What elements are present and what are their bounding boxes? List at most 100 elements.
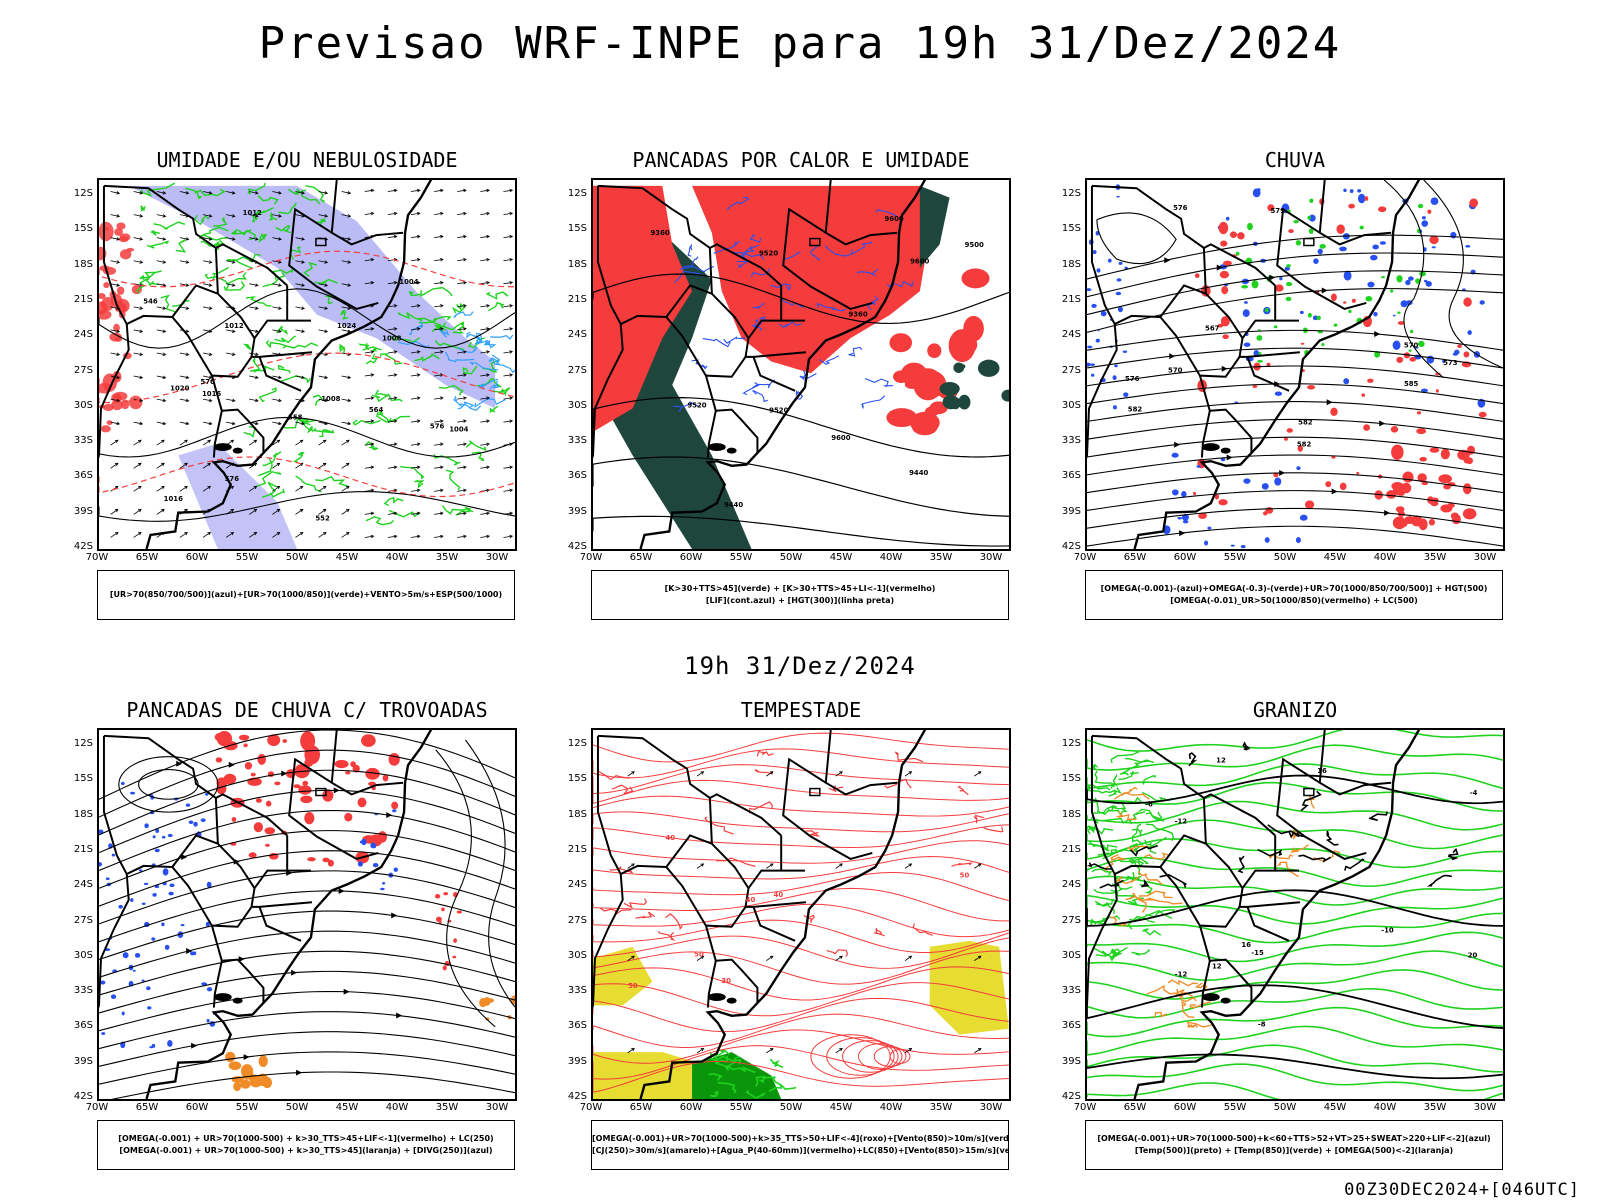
legend-line: [Temp(500)](preto) + [Temp(850)](verde) … bbox=[1086, 1145, 1502, 1157]
legend-line: [OMEGA(-0.001)-(azul)+OMEGA(-0.3)-(verde… bbox=[1086, 583, 1502, 595]
contour-label: 576 bbox=[1125, 375, 1140, 383]
contour-label: 567 bbox=[1205, 324, 1220, 332]
lat-tick-label: 39S bbox=[1053, 506, 1081, 517]
lon-tick-label: 70W bbox=[1070, 1102, 1100, 1113]
lat-tick-label: 39S bbox=[1053, 1056, 1081, 1067]
contour-label: 552 bbox=[315, 514, 330, 522]
lat-tick-label: 36S bbox=[65, 470, 93, 481]
lat-tick-label: 18S bbox=[65, 259, 93, 270]
contour-label: 1024 bbox=[337, 322, 356, 330]
lon-tick-label: 65W bbox=[626, 1102, 656, 1113]
lon-tick-label: 60W bbox=[676, 1102, 706, 1113]
lat-tick-label: 24S bbox=[559, 329, 587, 340]
lon-tick-label: 65W bbox=[626, 552, 656, 563]
map-panel-chuva: 582 582 582 579 576 576 573 570 570 567 585 bbox=[1085, 178, 1505, 551]
contour-label: 9440 bbox=[724, 501, 743, 509]
lon-tick-label: 45W bbox=[332, 552, 362, 563]
lon-tick-label: 55W bbox=[232, 1102, 262, 1113]
lat-tick-label: 27S bbox=[559, 915, 587, 926]
contour-label: 1008 bbox=[321, 395, 340, 403]
lat-tick-label: 12S bbox=[559, 738, 587, 749]
lat-tick-label: 36S bbox=[559, 1020, 587, 1031]
lat-tick-label: 33S bbox=[1053, 435, 1081, 446]
lon-tick-label: 55W bbox=[726, 552, 756, 563]
lat-tick-label: 15S bbox=[559, 773, 587, 784]
lat-tick-label: 36S bbox=[559, 470, 587, 481]
lat-tick-label: 33S bbox=[559, 985, 587, 996]
lat-tick-label: 24S bbox=[1053, 329, 1081, 340]
legend-line: [K>30+TTS>45](verde) + [K>30+TTS>45+LI<-… bbox=[592, 583, 1008, 595]
contour-label: 40 bbox=[774, 891, 784, 899]
map-panel-umidade: 1004 1008 1012 1016 1020 1024 1004 1008 1012 1016… bbox=[97, 178, 517, 551]
lat-tick-label: 21S bbox=[1053, 844, 1081, 855]
map-tempestade: 40 50 50 40 30 40 50 bbox=[593, 730, 1009, 1099]
map-pancadas-calor: 9600 9600 9600 9520 9520 9520 9440 9440 9360 9360… bbox=[593, 180, 1009, 549]
contour-label: 1012 bbox=[243, 209, 262, 217]
lon-tick-label: 35W bbox=[1420, 1102, 1450, 1113]
lon-tick-label: 60W bbox=[1170, 552, 1200, 563]
lat-tick-label: 12S bbox=[1053, 738, 1081, 749]
lon-tick-label: 35W bbox=[432, 552, 462, 563]
lon-tick-label: 50W bbox=[282, 1102, 312, 1113]
lon-tick-label: 70W bbox=[82, 552, 112, 563]
lat-tick-label: 33S bbox=[559, 435, 587, 446]
contour-label: 9520 bbox=[769, 407, 788, 415]
contour-label: 20 bbox=[1468, 952, 1478, 960]
lat-tick-label: 15S bbox=[65, 223, 93, 234]
lon-tick-label: 55W bbox=[1220, 552, 1250, 563]
lon-tick-label: 65W bbox=[1120, 552, 1150, 563]
contour-label: 573 bbox=[1443, 359, 1458, 367]
lon-tick-label: 70W bbox=[576, 552, 606, 563]
contour-label: 9360 bbox=[650, 229, 669, 237]
contour-label: 576 bbox=[1173, 204, 1188, 212]
legend-line: [OMEGA(-0.001)+UR>70(1000-500)+k<60+TTS>… bbox=[1086, 1133, 1502, 1145]
lon-tick-label: 30W bbox=[1470, 1102, 1500, 1113]
legend-umidade: [UR>70(850/700/500)](azul)+[UR>70(1000/8… bbox=[97, 570, 515, 620]
contour-label: -4 bbox=[1470, 789, 1478, 797]
lat-tick-label: 36S bbox=[65, 1020, 93, 1031]
contour-label: 9520 bbox=[687, 401, 706, 409]
lat-tick-label: 39S bbox=[65, 1056, 93, 1067]
contour-label: 1004 bbox=[399, 278, 418, 286]
panel-title-pancadas-calor: PANCADAS POR CALOR E UMIDADE bbox=[591, 148, 1011, 172]
lat-tick-label: 27S bbox=[559, 365, 587, 376]
lat-tick-label: 39S bbox=[559, 506, 587, 517]
lat-tick-label: 42S bbox=[1053, 541, 1081, 552]
lat-tick-label: 12S bbox=[65, 188, 93, 199]
contour-label: 570 bbox=[201, 378, 216, 386]
lat-tick-label: 27S bbox=[1053, 365, 1081, 376]
lat-tick-label: 33S bbox=[65, 435, 93, 446]
legend-tempestade: [OMEGA(-0.001)+UR>70(1000-500)+k>35_TTS>… bbox=[591, 1120, 1009, 1170]
map-panel-granizo: -6 -8 -4 -12 -10 12 16 12 16 20 -15 -12 bbox=[1085, 728, 1505, 1101]
contour-label: 30 bbox=[721, 977, 731, 985]
contour-label: 9440 bbox=[909, 469, 928, 477]
lat-tick-label: 15S bbox=[559, 223, 587, 234]
contour-label: 570 bbox=[1168, 367, 1183, 375]
lat-tick-label: 27S bbox=[1053, 915, 1081, 926]
lon-tick-label: 35W bbox=[926, 552, 956, 563]
lat-tick-label: 27S bbox=[65, 365, 93, 376]
model-run-stamp: 00Z30DEC2024+[046UTC] bbox=[1344, 1180, 1580, 1200]
contour-label: -6 bbox=[1145, 801, 1153, 809]
panel-title-chuva: CHUVA bbox=[1085, 148, 1505, 172]
legend-granizo: [OMEGA(-0.001)+UR>70(1000-500)+k<60+TTS>… bbox=[1085, 1120, 1503, 1170]
lat-tick-label: 18S bbox=[1053, 809, 1081, 820]
lat-tick-label: 21S bbox=[1053, 294, 1081, 305]
contour-label: 9520 bbox=[759, 249, 778, 257]
contour-label: 40 bbox=[746, 896, 756, 904]
legend-line: [OMEGA(-0.001) + UR>70(1000-500) + k>30_… bbox=[98, 1145, 514, 1157]
lat-tick-label: 15S bbox=[1053, 773, 1081, 784]
contour-label: 50 bbox=[628, 982, 638, 990]
lat-tick-label: 30S bbox=[65, 400, 93, 411]
legend-line: [OMEGA(-0.01)_UR>50(1000/850)(vermelho) … bbox=[1086, 595, 1502, 607]
contour-label: 16 bbox=[1317, 767, 1327, 775]
lat-tick-label: 30S bbox=[559, 400, 587, 411]
lat-tick-label: 42S bbox=[1053, 1091, 1081, 1102]
contour-label: 576 bbox=[430, 423, 445, 431]
lon-tick-label: 35W bbox=[1420, 552, 1450, 563]
lon-tick-label: 60W bbox=[182, 552, 212, 563]
contour-label: -12 bbox=[1175, 971, 1188, 979]
contour-label: 9500 bbox=[965, 241, 984, 249]
lon-tick-label: 45W bbox=[826, 1102, 856, 1113]
lon-tick-label: 45W bbox=[332, 1102, 362, 1113]
